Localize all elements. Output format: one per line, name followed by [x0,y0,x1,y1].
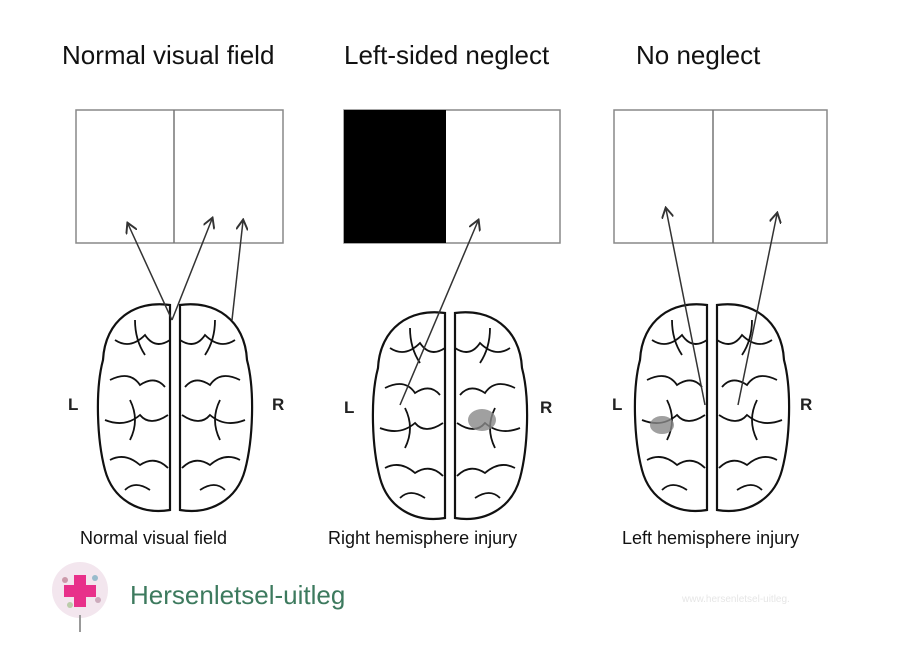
label-left: L [612,395,623,414]
attention-arrow [737,214,777,406]
lesion-left [650,416,674,434]
label-left: L [68,395,79,414]
caption-left-injury: Left hemisphere injury [622,528,800,548]
attention-arrow [399,221,478,406]
label-right: R [800,395,813,414]
attention-arrow [231,221,243,321]
title-normal: Normal visual field [62,40,275,70]
brain-left-injury [633,303,791,513]
caption-right-injury: Right hemisphere injury [328,528,518,548]
logo-brain-icon [52,562,108,632]
label-right: R [540,398,553,417]
visual-field-box-no-neglect [613,109,828,244]
caption-normal: Normal visual field [80,528,228,548]
title-no-neglect: No neglect [636,40,761,70]
logo-text: Hersenletsel-uitleg [130,580,346,610]
attention-arrow [171,219,212,321]
label-right: R [272,395,285,414]
brain-normal [96,303,254,513]
watermark: www.hersenletsel-uitleg. [682,594,790,605]
lesion-right [468,409,496,431]
attention-arrow [666,209,706,406]
label-left: L [344,398,355,417]
brain-right-injury [371,311,529,521]
neglected-left-field [344,110,446,243]
visual-field-box-normal [75,109,284,244]
title-left-neglect: Left-sided neglect [344,40,550,70]
attention-arrow [128,224,173,321]
